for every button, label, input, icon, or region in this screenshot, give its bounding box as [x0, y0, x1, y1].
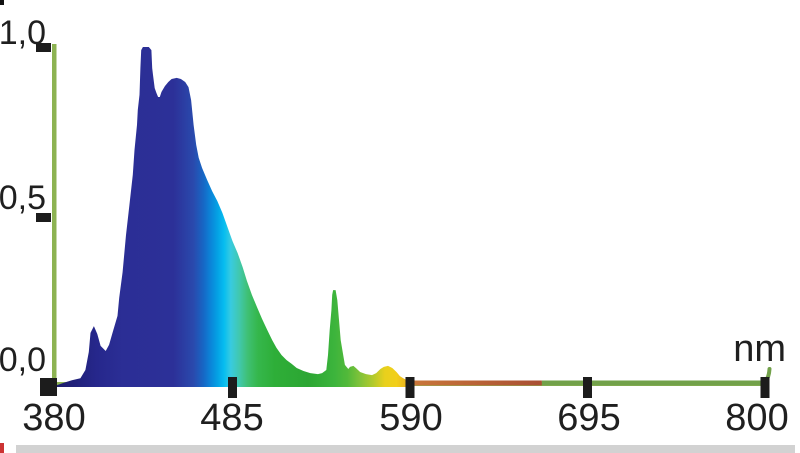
x-tick-label-695: 695	[557, 397, 621, 439]
y-tick-label-0-5: 0,5	[0, 179, 46, 217]
x-tick-label-485: 485	[200, 397, 264, 439]
y-tick-label-0-0: 0,0	[0, 341, 46, 379]
x-tick	[760, 377, 770, 398]
y-tick	[36, 213, 51, 222]
x-axis-unit-label: nm	[733, 328, 786, 370]
x-tick	[228, 377, 237, 398]
baseline-segment	[413, 380, 542, 386]
spectrum-area	[56, 47, 414, 387]
x-tick	[405, 377, 415, 398]
x-tick-label-590: 590	[379, 397, 443, 439]
corner-artifact-bottom-left	[0, 443, 4, 453]
baseline-segment	[541, 380, 766, 386]
corner-artifact-top-left	[0, 0, 4, 5]
x-tick-label-380: 380	[22, 397, 86, 439]
x-tick-corner	[40, 378, 57, 396]
y-tick-label-1-0: 1,0	[0, 14, 46, 52]
x-tick	[583, 377, 592, 398]
bottom-strip-artifact	[16, 445, 795, 453]
y-axis-line	[52, 44, 57, 387]
y-tick	[36, 43, 51, 52]
x-tick-label-800: 800	[725, 397, 789, 439]
